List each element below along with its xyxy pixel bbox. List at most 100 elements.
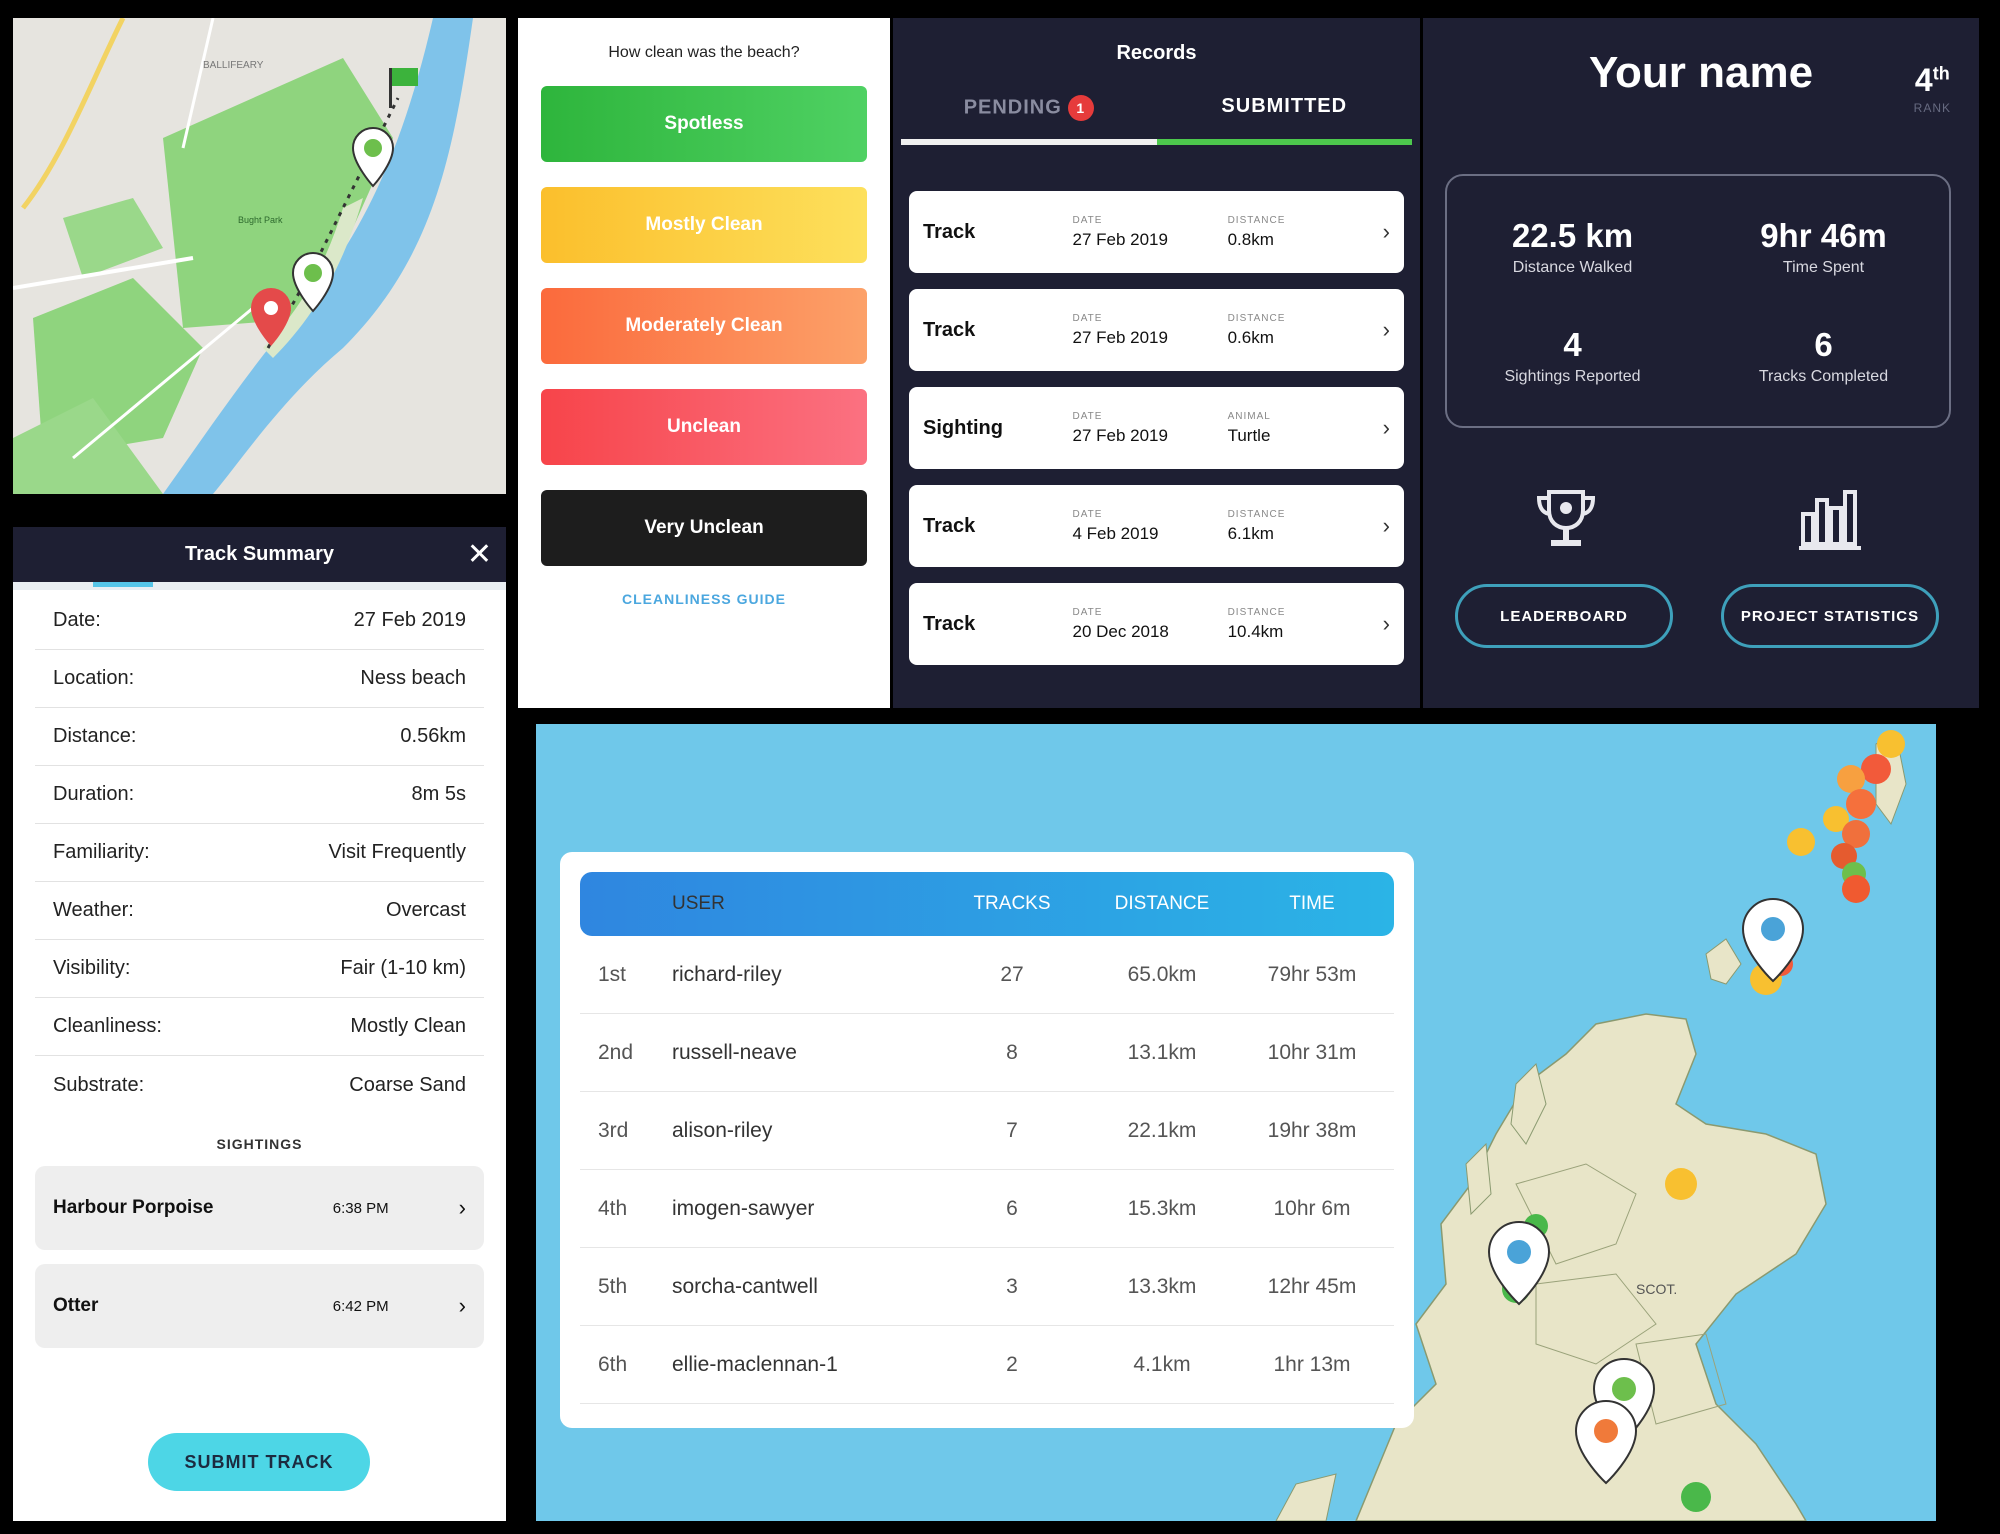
cell-rank: 6th: [598, 1352, 628, 1376]
cell-distance: 13.3km: [1127, 1274, 1197, 1298]
record-card[interactable]: Track DATE 27 Feb 2019 DISTANCE 0.6km ›: [909, 289, 1404, 371]
cell-tracks: 6: [1006, 1196, 1018, 1220]
map-region-label: SCOT.: [1636, 1281, 1677, 1297]
stat-label: Sightings Reported: [1504, 367, 1641, 385]
cleanliness-option-unclean[interactable]: Unclean: [541, 389, 867, 465]
track-summary-header: Track Summary ✕: [13, 527, 506, 582]
summary-row-label: Location:: [53, 667, 135, 689]
map-park-label: Bught Park: [238, 215, 283, 225]
bar-chart-icon: [1799, 490, 1861, 550]
table-row[interactable]: 5th sorcha-cantwell 3 13.3km 12hr 45m: [580, 1248, 1394, 1326]
track-summary-panel: Track Summary ✕ Date: 27 Feb 2019 Locatio…: [13, 527, 506, 1521]
summary-row-label: Weather:: [53, 899, 134, 921]
summary-row-value: Visit Frequently: [328, 841, 466, 863]
cell-rank: 4th: [598, 1196, 628, 1220]
summary-row-label: Distance:: [53, 725, 137, 747]
record-type: Track: [923, 318, 976, 341]
profile-name: Your name: [1588, 48, 1814, 97]
tab-submitted[interactable]: SUBMITTED: [1157, 95, 1413, 139]
leaderboard-button[interactable]: LEADERBOARD: [1455, 584, 1673, 648]
cleanliness-guide-link[interactable]: CLEANLINESS GUIDE: [621, 591, 786, 607]
record-detail: 0.6km: [1227, 327, 1274, 347]
record-card[interactable]: Track DATE 27 Feb 2019 DISTANCE 0.8km ›: [909, 191, 1404, 273]
record-detail-key: DISTANCE: [1227, 312, 1286, 324]
record-date: 27 Feb 2019: [1072, 229, 1168, 249]
chevron-right-icon: ›: [1382, 415, 1390, 440]
record-card[interactable]: Track DATE 20 Dec 2018 DISTANCE 10.4km ›: [909, 583, 1404, 665]
records-panel: Records PENDING 1 SUBMITTED Track DATE 27 …: [893, 18, 1420, 708]
table-row[interactable]: 3rd alison-riley 7 22.1km 19hr 38m: [580, 1092, 1394, 1170]
column-tracks[interactable]: TRACKS: [973, 893, 1051, 914]
record-card[interactable]: Sighting DATE 27 Feb 2019 ANIMAL Turtle ›: [909, 387, 1404, 469]
chevron-right-icon: ›: [1382, 513, 1390, 538]
route-map[interactable]: BALLIFEARY Bught Park: [13, 18, 506, 494]
route-map-canvas[interactable]: BALLIFEARY Bught Park: [13, 18, 506, 494]
record-detail: 0.8km: [1227, 229, 1274, 249]
track-summary-title: Track Summary: [185, 543, 334, 565]
cell-tracks: 2: [1006, 1352, 1018, 1376]
cell-rank: 1st: [598, 962, 627, 986]
summary-row-value: Mostly Clean: [350, 1015, 466, 1037]
cell-tracks: 8: [1006, 1040, 1018, 1064]
record-type: Track: [923, 220, 976, 243]
record-detail: 6.1km: [1227, 523, 1274, 543]
profile-rank: 4th RANK: [1914, 62, 1951, 115]
summary-row-value: 0.56km: [400, 725, 466, 747]
sighting-time: 6:38 PM: [332, 1199, 389, 1217]
profile-panel: Your name 4th RANK 22.5 km Distance Walke…: [1423, 18, 1979, 708]
cell-user: ellie-maclennan-1: [672, 1352, 838, 1376]
cell-time: 12hr 45m: [1267, 1274, 1357, 1298]
summary-row-value: Fair (1-10 km): [340, 957, 466, 979]
record-date-key: DATE: [1072, 410, 1103, 422]
cleanliness-option-mostly-clean[interactable]: Mostly Clean: [541, 187, 867, 263]
chevron-right-icon: ›: [458, 1293, 466, 1318]
cell-rank: 5th: [598, 1274, 628, 1298]
close-icon[interactable]: ✕: [466, 537, 492, 572]
column-time[interactable]: TIME: [1289, 893, 1335, 914]
column-user[interactable]: USER: [672, 893, 725, 914]
cell-user: alison-riley: [672, 1118, 773, 1142]
cell-time: 79hr 53m: [1267, 962, 1357, 986]
table-row[interactable]: 1st richard-riley 27 65.0km 79hr 53m: [580, 936, 1394, 1014]
project-statistics-button[interactable]: PROJECT STATISTICS: [1721, 584, 1939, 648]
cleanliness-option-very-unclean[interactable]: Very Unclean: [541, 490, 867, 566]
leaderboard-map-panel: SCOT. USER TRACKS DISTANCE: [536, 724, 1936, 1521]
cell-tracks: 7: [1006, 1118, 1018, 1142]
chevron-right-icon: ›: [458, 1195, 466, 1220]
cell-user: russell-neave: [672, 1040, 797, 1064]
chevron-right-icon: ›: [1382, 219, 1390, 244]
summary-row-location: Location: Ness beach: [35, 650, 484, 708]
cell-distance: 15.3km: [1127, 1196, 1197, 1220]
submit-track-button[interactable]: SUBMIT TRACK: [148, 1433, 370, 1491]
record-type: Sighting: [923, 416, 1003, 439]
record-detail-key: ANIMAL: [1227, 410, 1271, 422]
pending-count-badge: 1: [1067, 95, 1094, 121]
summary-row-familiarity: Familiarity: Visit Frequently: [35, 824, 484, 882]
records-list: Track DATE 27 Feb 2019 DISTANCE 0.8km › Tr…: [893, 191, 1420, 665]
tab-submitted-label: SUBMITTED: [1221, 95, 1348, 117]
record-detail-key: DISTANCE: [1227, 214, 1286, 226]
stat-label: Distance Walked: [1512, 258, 1633, 276]
stat-value: 22.5 km: [1511, 216, 1634, 254]
summary-row-cleanliness: Cleanliness: Mostly Clean: [35, 998, 484, 1056]
record-detail: Turtle: [1227, 425, 1271, 445]
record-card[interactable]: Track DATE 4 Feb 2019 DISTANCE 6.1km ›: [909, 485, 1404, 567]
stat-label: Tracks Completed: [1758, 367, 1889, 385]
cell-distance: 4.1km: [1133, 1352, 1191, 1376]
table-row[interactable]: 2nd russell-neave 8 13.1km 10hr 31m: [580, 1014, 1394, 1092]
cell-time: 19hr 38m: [1267, 1118, 1357, 1142]
table-row[interactable]: 6th ellie-maclennan-1 2 4.1km 1hr 13m: [580, 1326, 1394, 1404]
cleanliness-question: How clean was the beach?: [608, 44, 800, 61]
sighting-card[interactable]: Otter 6:42 PM ›: [35, 1264, 484, 1348]
stat-label: Time Spent: [1782, 258, 1865, 276]
tab-pending[interactable]: PENDING 1: [901, 95, 1157, 139]
table-row[interactable]: 4th imogen-sawyer 6 15.3km 10hr 6m: [580, 1170, 1394, 1248]
cleanliness-option-moderately-clean[interactable]: Moderately Clean: [541, 288, 867, 364]
summary-row-duration: Duration: 8m 5s: [35, 766, 484, 824]
column-distance[interactable]: DISTANCE: [1114, 893, 1210, 914]
summary-row-label: Familiarity:: [53, 841, 150, 863]
cell-user: sorcha-cantwell: [672, 1274, 818, 1298]
cleanliness-option-spotless[interactable]: Spotless: [541, 86, 867, 162]
chevron-right-icon: ›: [1382, 317, 1390, 342]
sighting-card[interactable]: Harbour Porpoise 6:38 PM ›: [35, 1166, 484, 1250]
